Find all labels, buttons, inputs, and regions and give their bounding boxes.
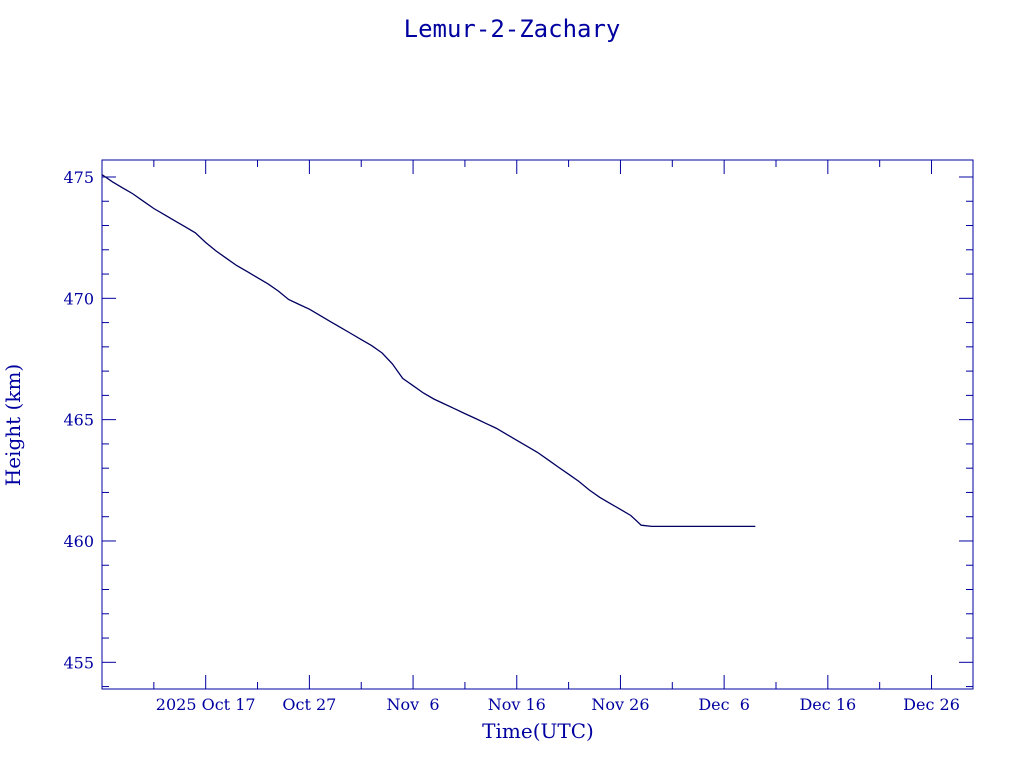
x-axis-ticks: 2025 Oct 17 Oct 27 Nov 6 Nov 16 Nov 26 Dec 6 D… xyxy=(101,160,960,714)
chart-title: Lemur-2-Zachary xyxy=(404,15,621,43)
x-tick-label: Nov 16 xyxy=(488,695,546,714)
y-tick-label: 475 xyxy=(63,168,94,187)
y-tick-label: 460 xyxy=(63,532,94,551)
x-axis-label: Time(UTC) xyxy=(482,719,594,743)
y-tick-label: 470 xyxy=(63,289,94,308)
y-axis-label: Height (km) xyxy=(1,364,25,486)
x-tick-label: Dec 16 xyxy=(799,695,856,714)
x-tick-label: 2025 Oct 17 xyxy=(156,695,256,714)
plot-frame xyxy=(101,159,974,690)
x-tick-label: Dec 26 xyxy=(903,695,960,714)
x-tick-label: Nov 6 xyxy=(387,695,440,714)
y-axis-ticks: 455 460 465 470 475 xyxy=(63,168,973,688)
x-tick-label: Dec 6 xyxy=(698,695,750,714)
height-series-line xyxy=(101,174,756,528)
x-tick-label: Nov 26 xyxy=(591,695,649,714)
x-tick-label: Oct 27 xyxy=(282,695,336,714)
y-tick-label: 455 xyxy=(63,653,94,672)
y-tick-label: 465 xyxy=(63,411,94,430)
